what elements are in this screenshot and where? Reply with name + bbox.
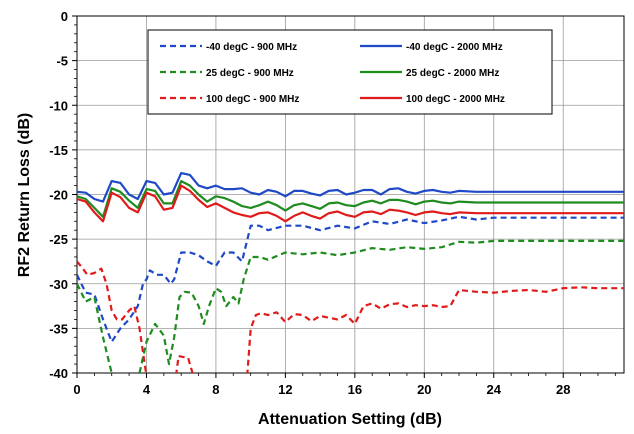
legend-box [147,29,553,115]
axes: 0 -5 -10 -15 -20 -25 -30 -35 -40 0 4 8 12 16 20 24 28 [49,9,616,397]
legend-label: 100 degC - 900 MHz [206,94,299,105]
data-series [77,172,624,373]
x-tick-label: 12 [278,382,292,397]
legend-label: -40 degC - 2000 MHz [406,42,503,53]
legend-label: 25 degC - 900 MHz [206,68,294,79]
y-tick-label: -25 [49,232,68,247]
x-tick-label: 24 [487,382,502,397]
series-line-100-degc-900-mhz [246,286,624,373]
y-tick-label: 0 [61,9,68,24]
series-line-25-degc-2000-mhz [77,180,624,218]
series-line-100-degc-900-mhz [175,354,194,373]
y-axis-label: RF2 Return Loss (dB) [16,113,33,277]
y-tick-label: -20 [49,188,68,203]
y-tick-label: -30 [49,277,68,292]
y-tick-label: -35 [49,321,68,336]
x-tick-label: 28 [556,382,570,397]
y-tick-label: -15 [49,143,68,158]
legend: -40 degC - 900 MHz -40 degC - 2000 MHz 25 … [147,29,553,115]
y-tick-label: -40 [49,366,68,381]
series-line-40-degc-900-mhz [77,215,624,343]
series-line-100-degc-2000-mhz [77,184,624,223]
series-line-100-degc-900-mhz [77,260,148,373]
x-tick-label: 4 [143,382,151,397]
series-line-40-degc-2000-mhz [77,172,624,203]
x-tick-label: 8 [212,382,219,397]
x-tick-label: 20 [417,382,431,397]
y-tick-label: -5 [56,54,68,69]
series-line-25-degc-900-mhz [77,239,624,373]
legend-label: 100 degC - 2000 MHz [406,94,505,105]
y-tick-label: -10 [49,98,68,113]
x-tick-label: 0 [73,382,80,397]
x-tick-label: 16 [348,382,362,397]
x-axis-label: Attenuation Setting (dB) [258,411,442,428]
legend-label: 25 degC - 2000 MHz [406,68,499,79]
legend-label: -40 degC - 900 MHz [206,42,297,53]
